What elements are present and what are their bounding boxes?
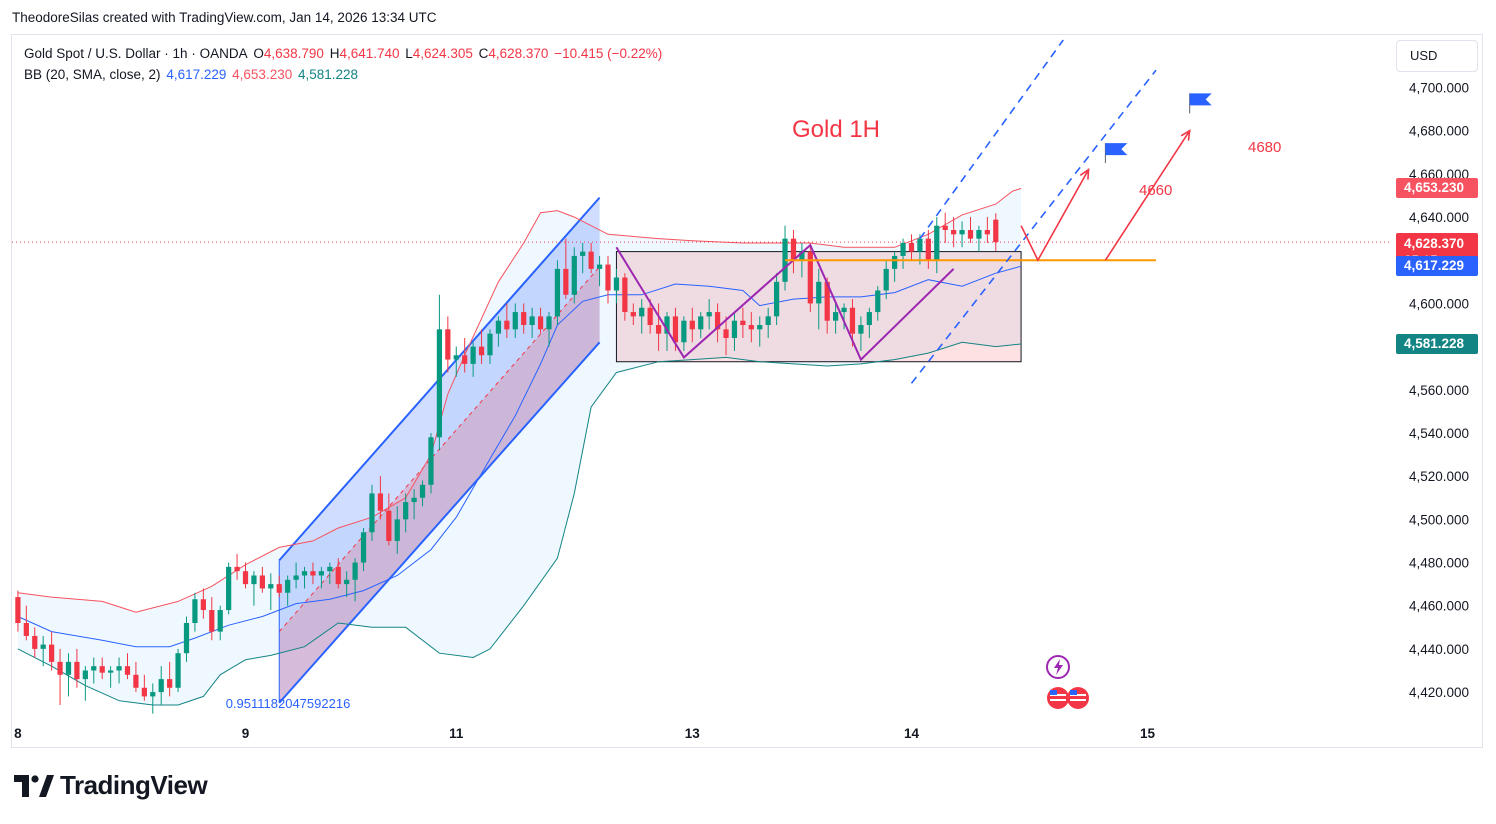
low-label: L (405, 46, 413, 61)
indicator-legend[interactable]: BB (20, SMA, close, 2) 4,617.229 4,653.2… (24, 67, 360, 82)
lower-band-price-tag: 4,581.228 (1396, 333, 1478, 354)
currency-button[interactable]: USD (1396, 40, 1478, 72)
change-value: −10.415 (−0.22%) (554, 46, 663, 61)
last-price-value: 4,628.370 (1404, 236, 1465, 252)
close-value: 4,628.370 (488, 46, 549, 61)
upper-band-price-tag: 4,653.230 (1396, 178, 1478, 199)
tradingview-logo[interactable]: TradingView (14, 770, 208, 801)
symbol-name: Gold Spot / U.S. Dollar · 1h · OANDA (24, 46, 248, 61)
tradingview-logo-icon (14, 774, 54, 797)
open-value: 4,638.790 (263, 46, 324, 61)
chart-credit: TheodoreSilas created with TradingView.c… (12, 10, 437, 25)
high-label: H (329, 46, 340, 61)
bb-label: BB (20, SMA, close, 2) (24, 67, 161, 82)
basis-price-tag: 4,617.229 (1396, 256, 1478, 277)
low-value: 4,624.305 (412, 46, 473, 61)
bb-upper-value: 4,653.230 (232, 67, 293, 82)
open-label: O (253, 46, 264, 61)
bb-lower-value: 4,581.228 (297, 67, 359, 82)
high-value: 4,641.740 (339, 46, 400, 61)
brand-name: TradingView (60, 770, 208, 800)
bb-basis-value: 4,617.229 (166, 67, 227, 82)
symbol-legend[interactable]: Gold Spot / U.S. Dollar · 1h · OANDA O4,… (24, 46, 664, 61)
close-label: C (478, 46, 489, 61)
chart-frame (11, 34, 1483, 748)
